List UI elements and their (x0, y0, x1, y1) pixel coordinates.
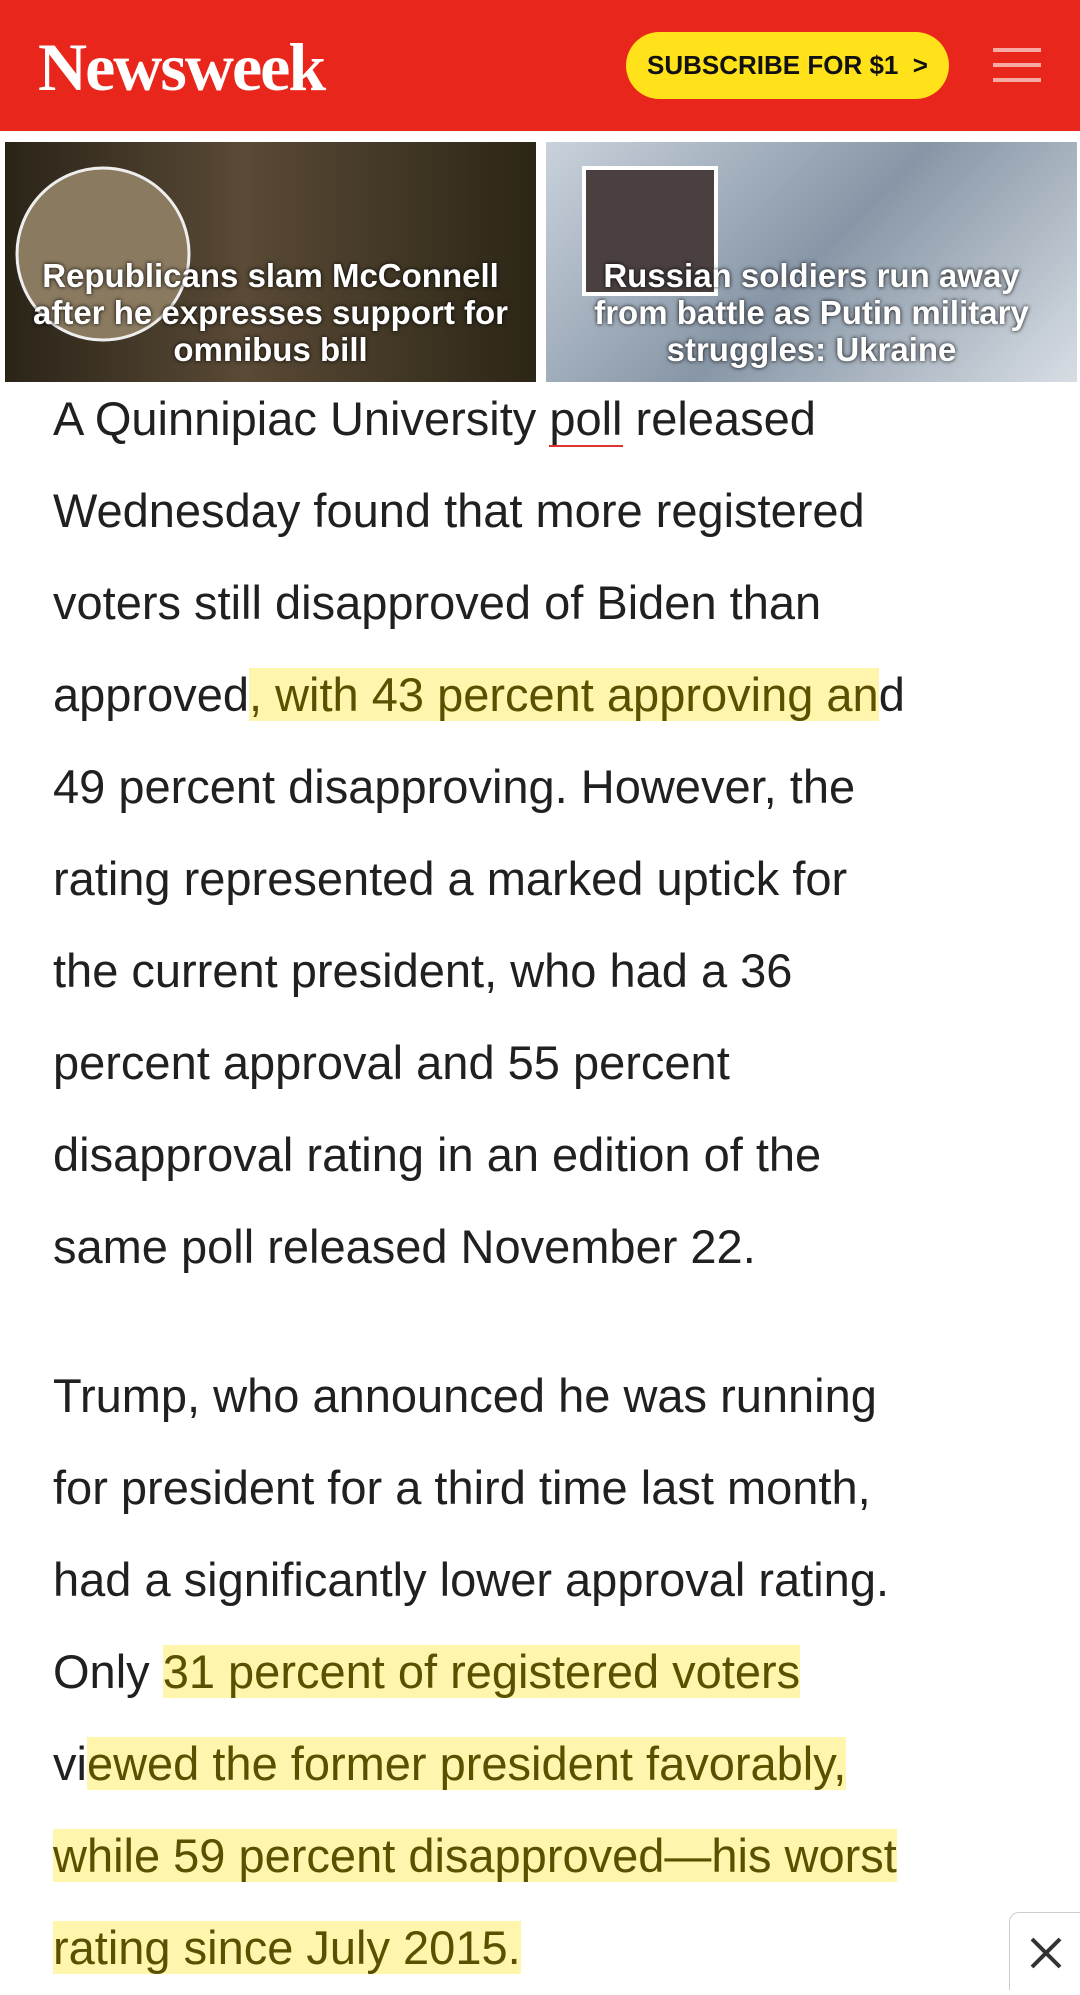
close-button[interactable] (1009, 1912, 1080, 1990)
text: vi (53, 1737, 87, 1790)
text-line: Wednesday found that more registered (53, 481, 865, 541)
text: A Quinnipiac University (53, 392, 550, 445)
link[interactable]: poll (549, 392, 623, 447)
highlighted-text: 31 percent of registered voters (162, 1645, 801, 1698)
thumbnail (582, 166, 718, 296)
text: rating represented a marked uptick for (53, 852, 848, 905)
text-line: the current president, who had a 36 (53, 941, 792, 1001)
close-icon (1030, 1937, 1062, 1969)
text-line: voters still disapproved of Biden than (53, 573, 821, 633)
text-line: disapproval rating in an edition of the (53, 1125, 821, 1185)
text: percent approval and 55 percent (53, 1036, 730, 1089)
text: d (878, 668, 905, 721)
text: approved (53, 668, 249, 721)
highlighted-text: while 59 percent disapproved—his worst (53, 1829, 897, 1882)
text-line: 49 percent disapproving. However, the (53, 757, 855, 817)
text-line: rating represented a marked uptick for (53, 849, 847, 909)
text: Wednesday found that more registered (53, 484, 865, 537)
text-line: percent approval and 55 percent (53, 1033, 730, 1093)
text: disapproval rating in an edition of the (53, 1128, 822, 1181)
text: the current president, who had a 36 (53, 944, 793, 997)
text: 49 percent disapproving. However, the (53, 760, 856, 813)
text-line: A Quinnipiac University poll released (53, 389, 816, 449)
header: Newsweek SUBSCRIBE FOR $1 > (0, 0, 1080, 131)
subscribe-button[interactable]: SUBSCRIBE FOR $1 > (626, 32, 949, 99)
text-line: same poll released November 22. (53, 1217, 756, 1277)
story-title: Republicans slam McConnell after he expr… (33, 257, 508, 368)
menu-button[interactable] (993, 48, 1041, 82)
highlighted-text: ewed the former president favorably, (86, 1737, 847, 1790)
text: released (622, 392, 816, 445)
text: Only (53, 1645, 163, 1698)
text-line: while 59 percent disapproved—his worst (53, 1826, 897, 1886)
logo[interactable]: Newsweek (38, 29, 326, 105)
text: Trump, who announced he was running (53, 1369, 877, 1422)
story-card[interactable]: Republicans slam McConnell after he expr… (5, 142, 536, 382)
text-line: Only 31 percent of registered voters (53, 1642, 801, 1702)
highlighted-text: rating since July 2015. (53, 1921, 521, 1974)
story-card[interactable]: Russian soldiers run away from battle as… (546, 142, 1077, 382)
text: for president for a third time last mont… (53, 1461, 871, 1514)
text-line: rating since July 2015. (53, 1918, 521, 1978)
text-line: approved, with 43 percent approving and (53, 665, 905, 725)
text-line: had a significantly lower approval ratin… (53, 1550, 889, 1610)
text-line: viewed the former president favorably, (53, 1734, 847, 1794)
text: same poll released November 22. (53, 1220, 756, 1273)
text: had a significantly lower approval ratin… (53, 1553, 890, 1606)
highlighted-text: , with 43 percent approving an (249, 668, 879, 721)
text: voters still disapproved of Biden than (53, 576, 822, 629)
text-line: Trump, who announced he was running (53, 1366, 877, 1426)
text-line: for president for a third time last mont… (53, 1458, 871, 1518)
thumbnail (15, 166, 191, 342)
story-title: Russian soldiers run away from battle as… (594, 257, 1029, 368)
